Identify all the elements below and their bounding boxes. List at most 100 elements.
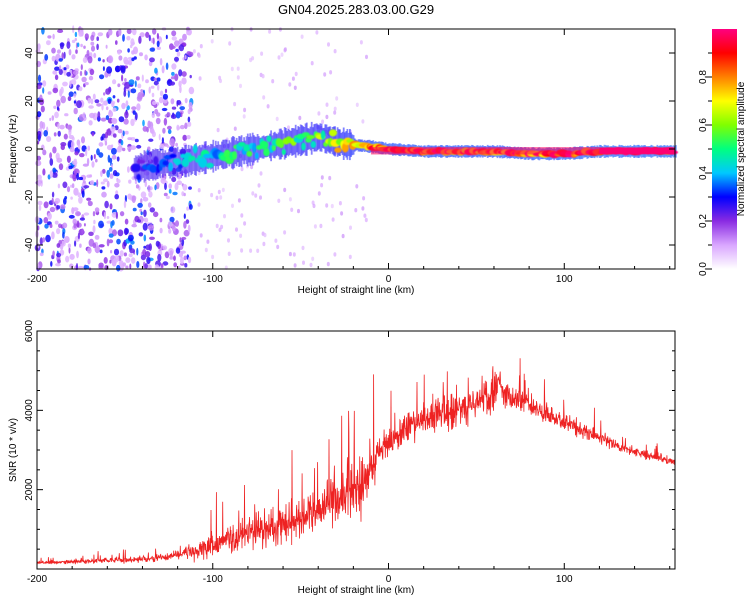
noise-speckle (101, 186, 106, 190)
noise-speckle (100, 97, 104, 103)
noise-speckle (174, 182, 179, 191)
noise-speckle (58, 58, 63, 62)
noise-speckle (151, 92, 155, 98)
noise-speckle (68, 128, 72, 136)
noise-speckle (73, 93, 77, 98)
noise-speckle (58, 163, 64, 171)
noise-speckle (151, 112, 155, 119)
noise-speckle (144, 263, 148, 269)
noise-speckle (140, 211, 143, 216)
noise-speckle (61, 52, 64, 61)
noise-speckle (60, 204, 66, 210)
noise-speckle (148, 224, 155, 231)
noise-speckle (162, 127, 166, 134)
noise-speckle (103, 100, 108, 106)
noise-speckle (262, 95, 266, 100)
ridge-halo-cell (235, 137, 238, 167)
noise-speckle (74, 240, 77, 247)
noise-speckle (147, 202, 152, 208)
noise-speckle (130, 240, 135, 245)
noise-speckle (117, 50, 121, 55)
noise-speckle (134, 112, 138, 121)
spectrogram-y-axis-label: Frequency (Hz) (8, 115, 19, 184)
noise-speckle (99, 249, 103, 254)
noise-speckle (144, 217, 149, 223)
noise-speckle (174, 40, 180, 47)
noise-speckle (198, 76, 202, 81)
noise-speckle (274, 238, 278, 243)
noise-speckle (45, 234, 51, 243)
noise-speckle (63, 71, 67, 76)
noise-speckle (128, 253, 133, 258)
noise-speckle (139, 208, 143, 213)
noise-speckle (65, 64, 70, 70)
spectrogram-y-tick-label: -40 (24, 237, 35, 252)
snr-x-axis-label: Height of straight line (km) (298, 585, 415, 596)
noise-speckle (66, 71, 71, 77)
noise-speckle (157, 253, 162, 262)
noise-speckle (107, 55, 114, 64)
noise-speckle (176, 126, 181, 130)
noise-speckle (271, 79, 275, 84)
noise-speckle (152, 37, 155, 45)
noise-speckle (51, 191, 55, 198)
noise-speckle (98, 220, 104, 229)
noise-speckle (251, 56, 255, 61)
noise-speckle (204, 247, 208, 253)
noise-speckle (52, 146, 57, 154)
noise-speckle (361, 119, 365, 124)
noise-speckle (112, 170, 118, 177)
ridge-blob (263, 148, 270, 157)
ridge-core-peak (599, 148, 676, 154)
noise-speckle (37, 263, 40, 271)
noise-speckle (130, 145, 137, 150)
noise-speckle (251, 191, 255, 196)
noise-speckle (73, 107, 78, 115)
noise-speckle (233, 126, 237, 131)
noise-speckle (123, 90, 127, 97)
noise-speckle (171, 63, 177, 70)
noise-speckle (173, 255, 176, 261)
noise-speckle (54, 74, 59, 81)
noise-speckle (112, 95, 116, 99)
snr-panel: -200 -100 0 100 2000 4000 6000 Height of strai… (8, 319, 676, 596)
noise-speckle (223, 214, 226, 219)
ridge-blob (153, 156, 159, 166)
noise-speckle (293, 263, 297, 268)
noise-speckle (124, 111, 129, 119)
noise-speckle (41, 27, 45, 35)
ridge-blob (310, 140, 317, 149)
noise-speckle (53, 105, 57, 110)
noise-speckle (117, 229, 124, 237)
noise-speckle (168, 188, 172, 194)
noise-speckle (184, 97, 188, 104)
ridge-blob (301, 142, 306, 151)
noise-speckle (183, 192, 186, 197)
noise-speckle (37, 141, 40, 145)
noise-speckle (175, 220, 179, 227)
noise-speckle (197, 53, 201, 58)
noise-speckle (159, 143, 165, 150)
noise-speckle (311, 256, 315, 261)
noise-speckle (101, 103, 104, 111)
noise-speckle (94, 99, 100, 104)
noise-speckle (288, 251, 292, 257)
noise-speckle (97, 111, 101, 118)
noise-speckle (88, 75, 94, 81)
noise-speckle (136, 261, 140, 268)
noise-speckle (96, 179, 99, 188)
noise-speckle (148, 61, 153, 67)
noise-speckle (189, 74, 192, 79)
noise-speckle (243, 107, 247, 113)
ridge-blob (223, 149, 231, 158)
noise-speckle (110, 126, 116, 132)
noise-speckle (89, 180, 95, 186)
noise-speckle (184, 263, 188, 268)
noise-speckle (89, 68, 95, 76)
noise-speckle (39, 252, 44, 257)
noise-speckle (182, 33, 187, 41)
noise-speckle (63, 51, 66, 59)
noise-speckle (40, 105, 45, 113)
noise-speckle (82, 112, 86, 119)
noise-speckle (173, 262, 178, 268)
